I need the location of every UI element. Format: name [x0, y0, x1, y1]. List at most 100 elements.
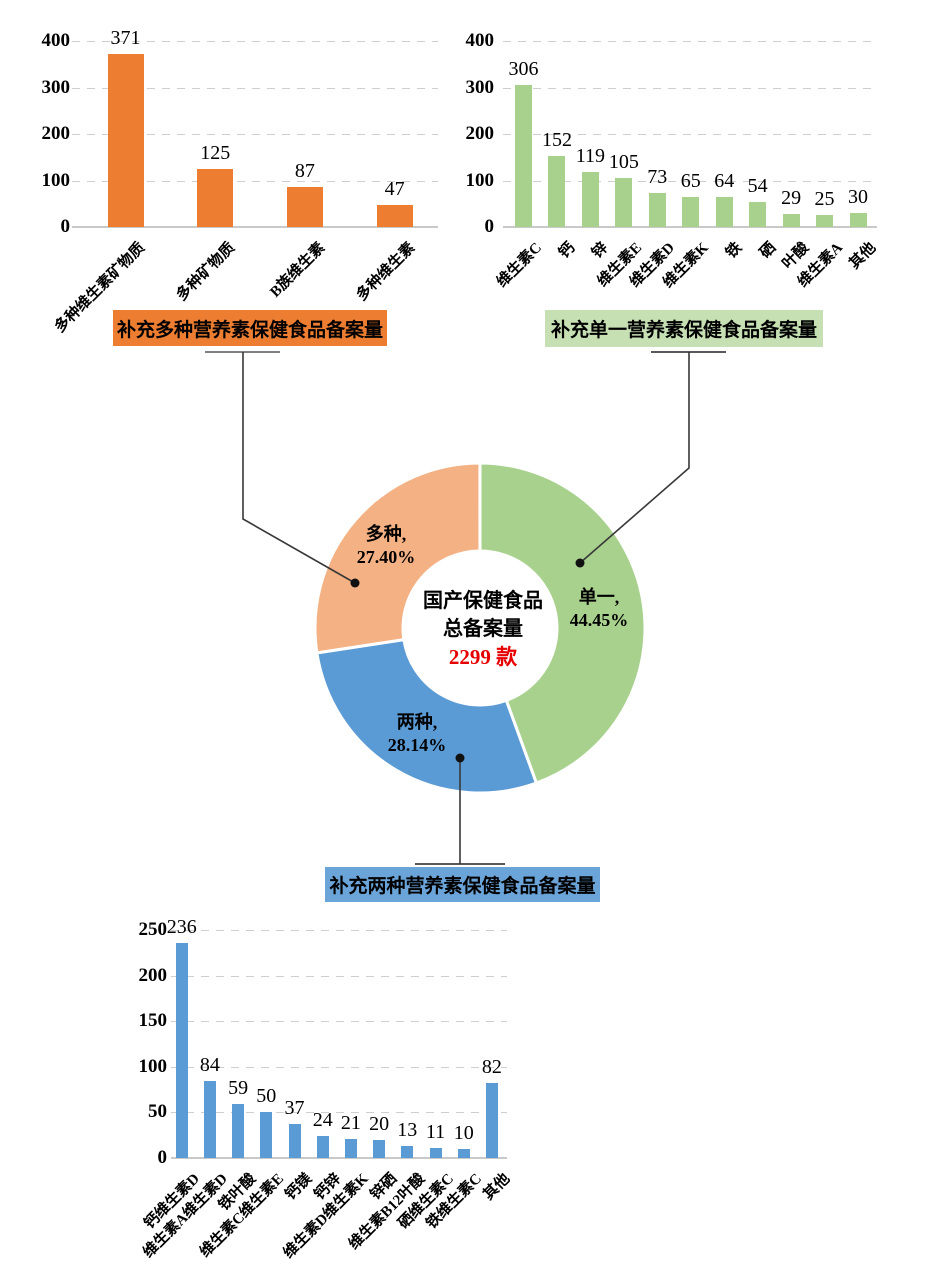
- bar-value-label: 73: [647, 166, 668, 189]
- bar: [344, 1138, 357, 1158]
- y-tick-label: 0: [157, 1147, 168, 1168]
- gridline: [72, 87, 438, 89]
- y-tick-label: 150: [138, 1010, 168, 1032]
- bar: [197, 168, 234, 227]
- y-tick-label: 100: [138, 1055, 168, 1077]
- gridline: [503, 134, 877, 135]
- pie-label-single: 单一, 44.45%: [570, 586, 629, 632]
- donut-center-line1: 国产保健食品: [423, 590, 543, 612]
- x-category-label: 钙维生素D: [141, 1170, 203, 1233]
- x-category-label: 维生素D: [627, 239, 679, 291]
- bar: [260, 1112, 273, 1158]
- bar-value-label: 24: [312, 1109, 333, 1132]
- bar: [849, 213, 867, 227]
- y-tick-label: 0: [484, 216, 495, 237]
- bar: [203, 1081, 216, 1158]
- x-category-label: 维生素B12叶酸: [346, 1170, 429, 1253]
- x-category-label: 锌硒: [367, 1170, 401, 1204]
- x-category-label: 维生素A: [794, 239, 846, 291]
- bar-value-label: 25: [814, 188, 835, 211]
- bar-value-label: 29: [781, 186, 802, 209]
- bar: [316, 1136, 329, 1158]
- x-axis-line: [171, 1157, 507, 1159]
- x-axis-line: [503, 226, 877, 228]
- x-category-label: 硒: [756, 239, 779, 262]
- bar: [548, 156, 566, 227]
- y-tick-label: 100: [465, 169, 495, 191]
- pie-label-multi: 多种, 27.40%: [357, 523, 416, 569]
- bar: [429, 1147, 442, 1158]
- gridline: [72, 134, 438, 135]
- badge-two-nutrient: 补充两种营养素保健食品备案量: [325, 867, 600, 902]
- badge-single-nutrient: 补充单一营养素保健食品备案量: [545, 310, 823, 347]
- gridline: [503, 180, 877, 182]
- y-tick-label: 200: [138, 964, 168, 986]
- x-category-label: 多种矿物质: [173, 239, 239, 305]
- x-category-label: 维生素E: [594, 239, 646, 291]
- gridline: [171, 1112, 507, 1114]
- bar: [401, 1146, 414, 1158]
- bar: [107, 54, 144, 227]
- x-category-label: 多种维生素: [353, 239, 418, 305]
- x-category-label: 维生素C: [493, 239, 545, 291]
- x-category-label: 维生素A维生素D: [140, 1170, 232, 1262]
- y-tick-label: 200: [41, 123, 71, 144]
- x-category-label: 其他: [480, 1170, 514, 1204]
- y-tick-label: 250: [138, 919, 168, 940]
- y-tick-label: 400: [465, 30, 495, 51]
- bar-value-label: 371: [110, 27, 141, 50]
- y-tick-label: 200: [465, 123, 495, 144]
- bar-value-label: 105: [608, 151, 639, 174]
- x-category-label: 钙镁: [283, 1170, 316, 1204]
- bar-value-label: 37: [284, 1097, 305, 1120]
- bar-value-label: 10: [453, 1121, 474, 1144]
- bar: [288, 1124, 301, 1158]
- x-category-label: 叶酸: [779, 239, 813, 273]
- bar: [782, 213, 800, 227]
- y-tick-label: 50: [148, 1101, 167, 1123]
- y-tick-label: 300: [41, 76, 71, 98]
- x-category-label: B族维生素: [267, 239, 329, 301]
- x-category-label: 其他: [846, 239, 880, 273]
- bar-value-label: 82: [481, 1056, 502, 1079]
- bar: [376, 205, 413, 227]
- bar: [581, 171, 599, 227]
- pie-label-double-name: 两种,: [396, 712, 438, 732]
- x-category-label: 维生素D维生素K: [281, 1170, 373, 1262]
- donut-segment-28.14%: [315, 637, 539, 795]
- pie-label-single-name: 单一,: [578, 587, 620, 607]
- x-category-label: 铁叶酸: [216, 1170, 260, 1214]
- bar: [175, 942, 188, 1158]
- bar-value-label: 306: [508, 57, 539, 80]
- x-category-label: 铁维生素C: [423, 1170, 485, 1233]
- x-category-label: 钙: [556, 239, 579, 262]
- pie-label-double-pct: 28.14%: [387, 735, 447, 755]
- y-tick-label: 300: [465, 76, 495, 98]
- bar-value-label: 59: [228, 1077, 249, 1100]
- donut-center-line2: 总备案量: [443, 618, 523, 640]
- pie-label-single-pct: 44.45%: [569, 610, 629, 630]
- bar-value-label: 125: [200, 141, 231, 164]
- badge-multi-nutrient: 补充多种营养素保健食品备案量: [113, 310, 387, 346]
- x-axis-line: [72, 226, 438, 228]
- bar: [485, 1083, 498, 1158]
- gridline: [171, 1066, 507, 1068]
- x-category-label: 钙锌: [311, 1170, 344, 1204]
- bar: [615, 178, 633, 227]
- bar-value-label: 11: [425, 1120, 446, 1143]
- gridline: [503, 87, 877, 89]
- bar-value-label: 119: [575, 144, 606, 167]
- bar: [749, 201, 767, 227]
- bar-value-label: 236: [166, 915, 197, 938]
- gridline: [72, 180, 438, 182]
- pie-label-multi-pct: 27.40%: [356, 547, 416, 567]
- gridline: [171, 975, 507, 977]
- x-category-label: 硒维生素C: [395, 1170, 457, 1233]
- bar-value-label: 84: [199, 1054, 220, 1077]
- bar: [816, 215, 834, 227]
- gridline: [503, 41, 877, 42]
- bar: [232, 1104, 245, 1158]
- bar: [457, 1148, 470, 1158]
- x-category-label: 锌: [589, 239, 612, 262]
